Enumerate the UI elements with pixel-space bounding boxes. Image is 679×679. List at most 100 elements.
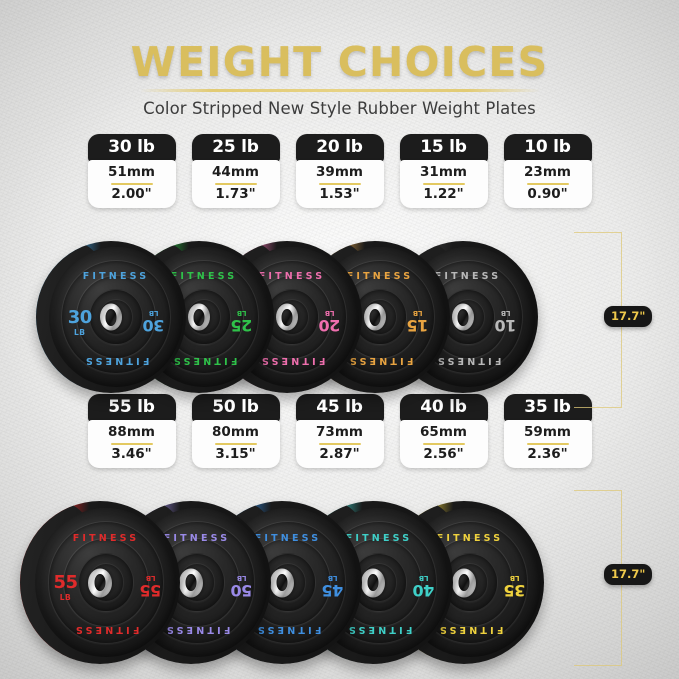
plate-weight-unit: LB (509, 573, 520, 582)
spec-card-divider (318, 182, 361, 185)
diameter-callout-row-1: 17.7" (574, 232, 653, 408)
spec-card-inch: 2.56" (423, 445, 464, 462)
plate-weight-right: 30 LB (142, 309, 165, 335)
spec-card-body: 51mm 2.00" (87, 160, 176, 209)
spec-card-30lb: 30 lb 51mm 2.00" (87, 134, 176, 209)
spec-card-mm: 31mm (420, 164, 467, 180)
plate-center-hub (364, 303, 386, 331)
plate-weight-right: 40 LB (413, 573, 435, 600)
spec-card-55lb: 55 lb 88mm 3.46" (87, 394, 176, 469)
plate-weight-value: 20 (318, 315, 341, 335)
plate-weight-unit: LB (418, 573, 429, 582)
spec-card-body: 39mm 1.53" (295, 160, 384, 209)
plate-weight-unit: LB (59, 592, 72, 602)
spec-card-weight: 20 lb (295, 134, 384, 162)
spec-card-mm: 88mm (108, 424, 155, 440)
plate-weight-right: 15 LB (406, 308, 429, 335)
spec-card-weight: 25 lb (191, 134, 280, 162)
plate-weight-right: 25 LB (230, 309, 253, 335)
diameter-badge: 17.7" (604, 564, 653, 585)
plate-center-hub (270, 568, 294, 597)
spec-card-mm: 39mm (316, 164, 363, 180)
header: WEIGHT CHOICES Color Stripped New Style … (0, 38, 679, 118)
plate-center-hub (188, 303, 210, 331)
spec-card-body: 73mm 2.87" (295, 420, 384, 469)
spec-card-mm: 59mm (524, 424, 571, 440)
plate-weight-value: 45 (322, 580, 344, 600)
plate-weight-value: 15 (406, 315, 429, 335)
plate-weight-unit: LB (236, 573, 247, 582)
plate-weight-left: 30 LB (67, 306, 93, 337)
spec-card-divider (422, 442, 465, 445)
plate-groove (47, 521, 165, 644)
spec-card-inch: 0.90" (527, 185, 568, 202)
spec-card-weight: 30 lb (87, 134, 176, 162)
spec-card-weight: 55 lb (87, 394, 176, 422)
page-subtitle: Color Stripped New Style Rubber Weight P… (143, 99, 536, 118)
spec-card-body: 80mm 3.15" (191, 420, 280, 469)
spec-card-45lb: 45 lb 73mm 2.87" (295, 394, 384, 469)
spec-card-inch: 2.36" (527, 445, 568, 462)
spec-card-divider (526, 182, 569, 185)
spec-card-body: 23mm 0.90" (503, 160, 592, 209)
plate-weight-right: 45 LB (322, 574, 344, 600)
spec-card-mm: 80mm (212, 424, 259, 440)
plate-weight-value: 55 (53, 571, 78, 593)
spec-card-50lb: 50 lb 80mm 3.15" (191, 394, 280, 469)
plate-weight-value: 25 (230, 315, 253, 335)
plate-groove (61, 259, 171, 375)
plate-center-hub (179, 568, 203, 597)
spec-card-body: 65mm 2.56" (399, 420, 488, 469)
plate-weight-unit: LB (500, 308, 511, 317)
spec-card-inch: 1.73" (215, 185, 256, 202)
plate-55lb-red: FITNESS FITNESS 55 LB 55 LB (20, 498, 180, 668)
spec-card-20lb: 20 lb 39mm 1.53" (295, 134, 384, 209)
spec-card-weight: 35 lb (503, 394, 592, 422)
plate-weight-unit: LB (412, 308, 423, 317)
spec-card-inch: 3.46" (111, 445, 152, 462)
plates-row-2: FITNESS FITNESS 55 LB 55 LB FITNESS FITNESS 50 LB… (20, 498, 544, 668)
plate-weight-value: 30 (67, 306, 93, 328)
spec-card-35lb: 35 lb 59mm 2.36" (503, 394, 592, 469)
spec-card-40lb: 40 lb 65mm 2.56" (399, 394, 488, 469)
spec-card-body: 88mm 3.46" (87, 420, 176, 469)
diameter-badge: 17.7" (604, 306, 653, 327)
spec-card-weight: 50 lb (191, 394, 280, 422)
spec-card-body: 31mm 1.22" (399, 160, 488, 209)
plate-weight-unit: LB (74, 327, 86, 337)
spec-card-15lb: 15 lb 31mm 1.22" (399, 134, 488, 209)
spec-card-10lb: 10 lb 23mm 0.90" (503, 134, 592, 209)
plate-center-hub (88, 568, 112, 597)
plate-weight-right: 55 LB (140, 573, 162, 600)
plate-weight-right: 35 LB (504, 573, 525, 600)
plate-center-hub (276, 303, 298, 331)
plate-center-hub (452, 568, 476, 597)
spec-card-inch: 2.00" (111, 185, 152, 202)
plate-weight-value: 55 (140, 580, 162, 600)
plate-groove (75, 275, 157, 359)
plate-weight-value: 10 (494, 315, 517, 335)
spec-card-inch: 1.22" (423, 185, 464, 202)
spec-card-divider (110, 182, 153, 185)
plate-weight-unit: LB (324, 308, 335, 317)
spec-card-mm: 23mm (524, 164, 571, 180)
page-title: WEIGHT CHOICES (130, 38, 549, 86)
spec-card-divider (318, 442, 361, 445)
plate-weight-right: 50 LB (231, 573, 253, 600)
plate-center-hub (100, 303, 122, 331)
spec-card-divider (214, 442, 257, 445)
plate-weight-right: 20 LB (318, 308, 341, 335)
spec-card-mm: 73mm (316, 424, 363, 440)
spec-card-divider (214, 182, 257, 185)
plate-weight-value: 50 (231, 580, 253, 600)
diameter-callout-row-2: 17.7" (574, 490, 653, 666)
spec-card-weight: 45 lb (295, 394, 384, 422)
plate-weight-unit: LB (145, 573, 156, 582)
spec-card-inch: 3.15" (215, 445, 256, 462)
spec-card-inch: 2.87" (319, 445, 360, 462)
plate-weight-value: 40 (413, 580, 435, 600)
plates-row-1: FITNESS FITNESS 30 LB 30 LB FITNESS FITNESS 25 LB… (36, 238, 538, 398)
plate-weight-value: 30 (142, 315, 165, 335)
spec-card-divider (422, 182, 465, 185)
